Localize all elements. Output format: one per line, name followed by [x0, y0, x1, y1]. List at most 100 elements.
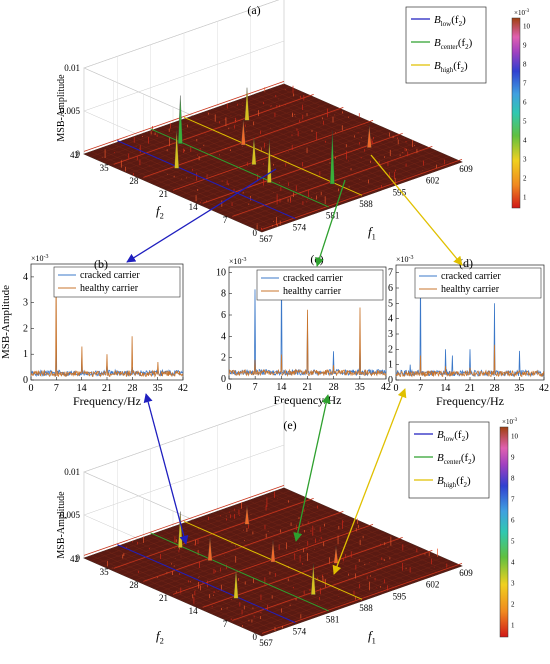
peak-3 — [329, 130, 335, 185]
arrow-low-e — [143, 393, 189, 545]
x-tick-label: 7 — [54, 383, 59, 394]
mesh-line-f1 — [248, 96, 427, 175]
arrow-center-a — [315, 179, 346, 267]
x-tick-label: 14 — [276, 382, 286, 393]
colorbar-exponent: ×10-3 — [514, 9, 530, 17]
mesh-line-f1 — [198, 517, 377, 597]
x-tick-label: 7 — [253, 382, 258, 393]
y-tick-label: 42 — [70, 554, 79, 564]
y-tick-label: 5 — [388, 298, 393, 309]
arrow-center-e — [293, 394, 331, 542]
mesh-line-f2 — [90, 86, 291, 157]
y-axis-label: MSB-Amplitude — [0, 285, 12, 359]
x-tick-label: 574 — [293, 626, 307, 636]
x-tick-label: 588 — [359, 603, 373, 613]
slice-line — [117, 544, 296, 624]
legend-label: cracked carrier — [441, 271, 501, 282]
colorbar-tick: 10 — [523, 23, 531, 31]
y-tick-label: 28 — [129, 580, 139, 590]
y-tick-label: 28 — [129, 176, 139, 186]
mesh-line-f2 — [122, 100, 323, 171]
x-axis-label: Frequency/Hz — [436, 394, 504, 408]
x-axis-label: f1 — [368, 628, 376, 645]
x-tick-label: 14 — [77, 383, 87, 394]
z-axis-label: MSB-Amplitude — [56, 491, 67, 559]
mesh-line-f2 — [109, 498, 310, 570]
mesh-line-f1 — [283, 83, 463, 163]
x-axis-label: Frequency/Hz — [73, 394, 141, 408]
mesh-line-f1 — [191, 520, 370, 599]
legend-box — [53, 266, 181, 298]
panel-label: (e) — [283, 418, 296, 432]
legend-entry: Bcenter(f2) — [434, 37, 473, 51]
line-panel-1: 0 7 14 21 28 35 42 0 1 2 3 4×10-3 cracked carrier hea… — [0, 254, 188, 408]
y-tick-label: 21 — [159, 593, 168, 603]
x-tick-label: 42 — [539, 383, 549, 394]
mesh-line-f2 — [96, 89, 297, 160]
y-tick-label: 7 — [388, 268, 393, 279]
colorbar-tick: 7 — [511, 495, 515, 503]
y-tick-label: 0 — [221, 374, 226, 385]
series-line-1 — [30, 269, 184, 378]
mesh-line-f1 — [212, 108, 391, 188]
y-tick-label: 42 — [70, 150, 79, 160]
panel-label: (a) — [247, 3, 260, 17]
legend-label: cracked carrier — [283, 273, 343, 284]
x-tick-label: 28 — [329, 382, 339, 393]
y-tick-label: 35 — [100, 163, 110, 173]
colorbar-tick: 7 — [523, 80, 527, 88]
peak-2 — [310, 563, 316, 595]
legend-box — [405, 6, 487, 84]
y-tick-label: 35 — [100, 567, 110, 577]
x-tick-label: 21 — [465, 383, 475, 394]
peak-2 — [251, 137, 257, 165]
x-tick-label: 21 — [303, 382, 313, 393]
legend-label: healthy carrier — [80, 283, 139, 294]
mesh-line-f1 — [255, 93, 434, 173]
ridge-line — [113, 498, 314, 569]
colorbar-tick: 1 — [511, 621, 515, 629]
mesh-line-f1 — [276, 86, 455, 165]
ridge-line — [83, 81, 285, 152]
z-tick-label: 0.01 — [64, 467, 80, 477]
mesh-line-f2 — [172, 122, 374, 194]
mesh-line-f1 — [205, 111, 384, 190]
y-tick-label: 8 — [221, 289, 226, 300]
y-tick-label: 3 — [23, 298, 28, 309]
colorbar-tick: 9 — [523, 42, 527, 50]
x-tick-label: 21 — [102, 383, 112, 394]
x-tick-label: 7 — [418, 383, 423, 394]
y-tick-label: 0 — [388, 375, 393, 386]
mesh-line-f1 — [262, 91, 441, 170]
legend-box — [414, 267, 542, 299]
x-axis-label: f1 — [368, 224, 376, 241]
x-tick-label: 581 — [326, 211, 340, 221]
y-tick-label: 6 — [388, 283, 393, 294]
y-tick-label: 2 — [221, 353, 226, 364]
mesh-line-f2 — [109, 94, 310, 166]
y-exponent: ×10-3 — [31, 254, 49, 263]
arrow-high-a — [370, 154, 463, 266]
x-tick-label: 609 — [459, 568, 473, 578]
peak-6 — [240, 119, 246, 146]
peak-0 — [233, 569, 239, 599]
panel-label: (b) — [94, 257, 108, 271]
surface-panel-4: 00.0050.01567574581588595602609071421283… — [56, 401, 519, 648]
mesh-line-f2 — [160, 117, 361, 188]
mesh-line-f1 — [219, 106, 398, 185]
z-tick-label: 0.005 — [60, 510, 81, 520]
colorbar-tick: 3 — [523, 156, 527, 164]
y-tick-label: 7 — [223, 619, 228, 629]
peak-4 — [244, 505, 250, 525]
x-tick-label: 28 — [127, 383, 137, 394]
peak-1 — [207, 536, 213, 561]
x-tick-label: 581 — [326, 615, 340, 625]
mesh-line-f1 — [241, 98, 420, 178]
y-tick-label: 2 — [23, 323, 28, 334]
mesh-line-f2 — [103, 496, 304, 567]
mesh-line-f2 — [147, 111, 348, 183]
legend-label: healthy carrier — [283, 286, 342, 297]
z-tick-label: 0.01 — [64, 63, 80, 73]
x-tick-label: 595 — [393, 187, 407, 197]
